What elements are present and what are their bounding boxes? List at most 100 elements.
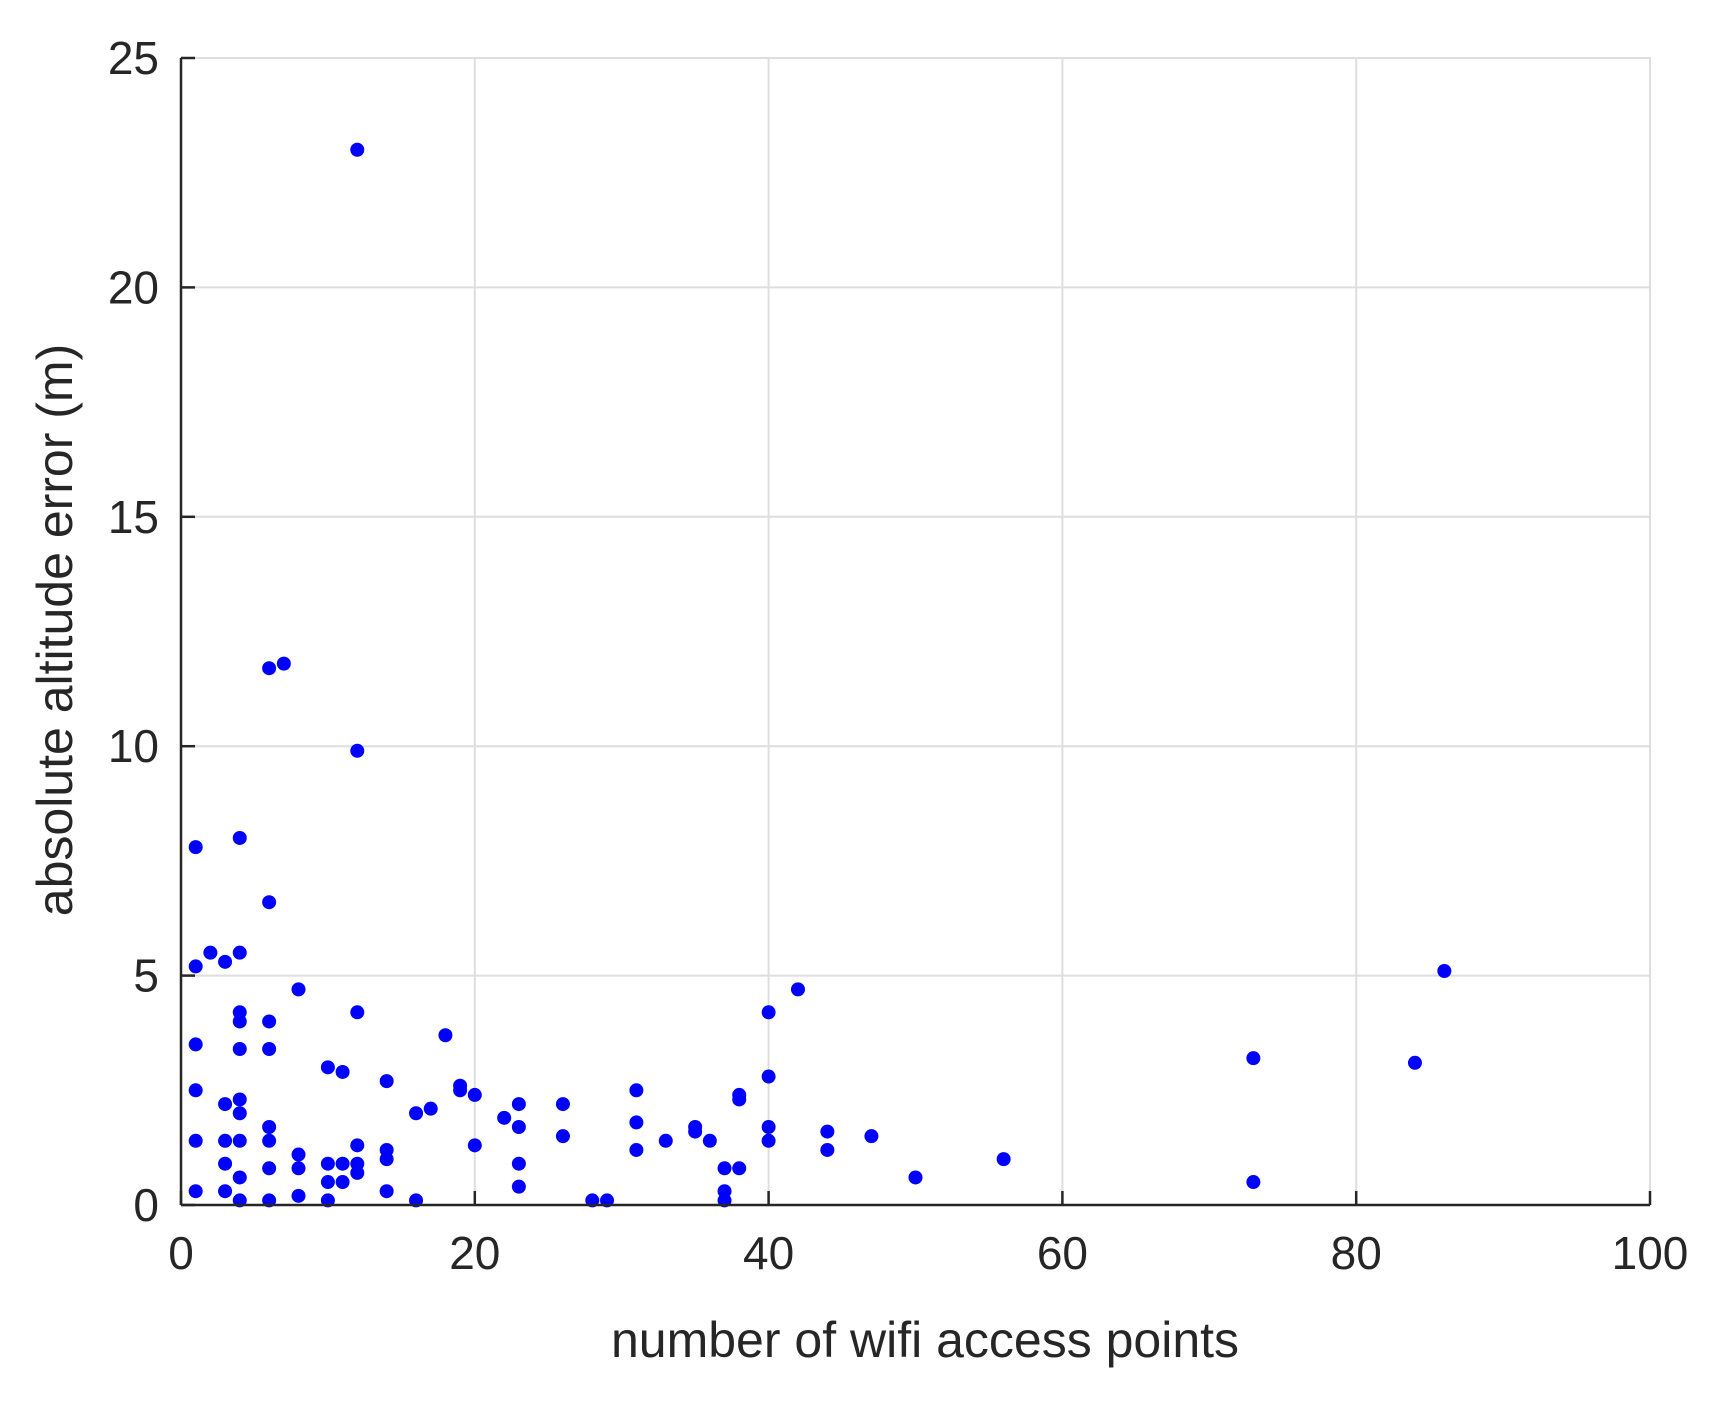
data-point — [555, 1129, 570, 1144]
data-point — [291, 1147, 306, 1162]
data-point — [262, 895, 277, 910]
data-point — [232, 1170, 247, 1185]
data-point — [438, 1028, 453, 1043]
x-axis-ticks: 0 20 40 60 80 100 — [168, 1191, 1688, 1279]
data-point — [908, 1170, 923, 1185]
data-point — [732, 1092, 747, 1107]
x-tick-label: 80 — [1331, 1227, 1382, 1279]
data-point — [232, 945, 247, 960]
data-point — [232, 1042, 247, 1057]
data-point — [702, 1133, 717, 1148]
data-point — [218, 1133, 233, 1148]
data-point — [291, 982, 306, 997]
data-point — [761, 1005, 776, 1020]
data-point — [467, 1087, 482, 1102]
data-point — [1407, 1055, 1422, 1070]
grid-lines — [180, 57, 1651, 1206]
data-point — [864, 1129, 879, 1144]
data-point — [335, 1156, 350, 1171]
data-point — [350, 1165, 365, 1180]
data-point — [262, 1014, 277, 1029]
y-tick-label: 25 — [108, 32, 159, 84]
data-point — [218, 1097, 233, 1112]
data-point — [218, 1156, 233, 1171]
data-point — [188, 1133, 203, 1148]
data-point — [232, 1014, 247, 1029]
x-axis-title: number of wifi access points — [611, 1312, 1239, 1368]
data-point — [232, 1133, 247, 1148]
data-point — [629, 1115, 644, 1130]
data-point — [379, 1152, 394, 1167]
data-point — [629, 1142, 644, 1157]
data-point — [717, 1161, 732, 1176]
x-tick-label: 0 — [168, 1227, 194, 1279]
x-tick-label: 40 — [743, 1227, 794, 1279]
data-point — [276, 656, 291, 671]
y-axis-title: absolute altitude error (m) — [27, 344, 83, 916]
y-tick-label: 0 — [133, 1179, 159, 1231]
data-point — [232, 1092, 247, 1107]
data-point — [203, 945, 218, 960]
x-tick-label: 100 — [1612, 1227, 1689, 1279]
data-point — [218, 954, 233, 969]
data-point — [511, 1097, 526, 1112]
data-point — [350, 743, 365, 758]
data-point — [497, 1110, 512, 1125]
data-point — [467, 1138, 482, 1153]
data-point — [232, 1106, 247, 1121]
data-point — [1246, 1051, 1261, 1066]
data-point — [511, 1156, 526, 1171]
data-point — [335, 1175, 350, 1190]
data-point — [291, 1161, 306, 1176]
data-point — [511, 1179, 526, 1194]
data-point — [188, 840, 203, 855]
y-tick-label: 15 — [108, 491, 159, 543]
data-point — [320, 1060, 335, 1075]
y-tick-label: 20 — [108, 261, 159, 313]
data-point — [320, 1175, 335, 1190]
data-point — [379, 1184, 394, 1199]
data-point — [262, 1120, 277, 1135]
data-point — [820, 1142, 835, 1157]
data-point — [350, 142, 365, 157]
data-point — [1437, 964, 1452, 979]
data-point — [453, 1083, 468, 1098]
data-point — [820, 1124, 835, 1139]
data-point — [262, 1133, 277, 1148]
data-point — [996, 1152, 1011, 1167]
data-point — [761, 1069, 776, 1084]
plot-box — [180, 57, 1651, 1206]
data-point — [555, 1097, 570, 1112]
data-point — [511, 1120, 526, 1135]
data-point — [188, 959, 203, 974]
y-tick-label: 5 — [133, 950, 159, 1002]
data-point — [761, 1120, 776, 1135]
data-point — [350, 1005, 365, 1020]
y-tick-label: 10 — [108, 720, 159, 772]
data-point — [350, 1138, 365, 1153]
data-point — [409, 1106, 424, 1121]
data-point — [262, 661, 277, 676]
data-point — [335, 1064, 350, 1079]
data-point — [232, 830, 247, 845]
data-point — [423, 1101, 438, 1116]
data-point — [188, 1184, 203, 1199]
x-tick-label: 20 — [449, 1227, 500, 1279]
data-point — [379, 1074, 394, 1089]
data-point — [790, 982, 805, 997]
y-axis-ticks: 0 5 10 15 20 25 — [108, 32, 195, 1231]
axes-frame — [179, 57, 1651, 1207]
data-point — [688, 1124, 703, 1139]
data-point — [218, 1184, 233, 1199]
data-point — [732, 1161, 747, 1176]
data-point — [291, 1188, 306, 1203]
data-point — [188, 1037, 203, 1052]
data-point — [1246, 1175, 1261, 1190]
data-point — [320, 1156, 335, 1171]
data-point — [262, 1042, 277, 1057]
data-point — [761, 1133, 776, 1148]
x-tick-label: 60 — [1037, 1227, 1088, 1279]
data-point — [629, 1083, 644, 1098]
data-points — [188, 142, 1452, 1208]
